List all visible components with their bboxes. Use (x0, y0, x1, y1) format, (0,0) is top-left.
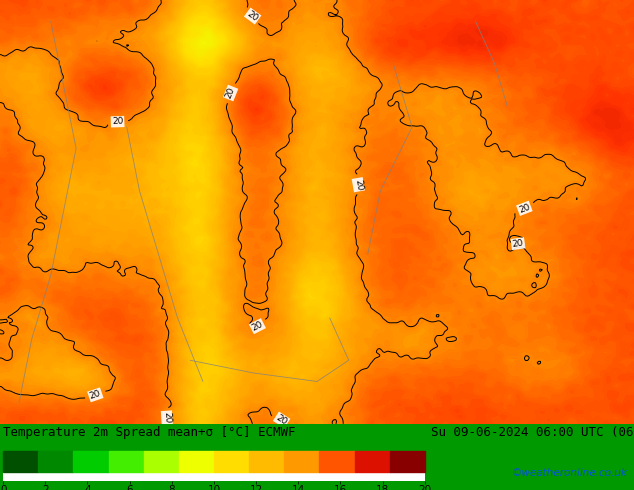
Text: 20: 20 (112, 117, 124, 126)
Bar (214, 451, 249, 472)
Text: 20: 20 (512, 239, 524, 249)
Bar (284, 451, 320, 472)
Text: 20: 20 (89, 389, 102, 401)
Text: 20: 20 (517, 202, 531, 215)
Bar (108, 451, 144, 472)
Text: 20: 20 (353, 178, 364, 191)
Text: Su 09-06-2024 06:00 UTC (06+144): Su 09-06-2024 06:00 UTC (06+144) (431, 426, 634, 439)
Bar (354, 451, 390, 472)
Text: 20: 20 (162, 412, 172, 423)
Text: 20: 20 (275, 413, 289, 427)
Text: Temperature 2m Spread mean+σ [°C] ECMWF: Temperature 2m Spread mean+σ [°C] ECMWF (3, 426, 295, 439)
Bar (38, 451, 74, 472)
Text: 20: 20 (245, 9, 260, 23)
Bar (390, 451, 425, 472)
Bar (144, 451, 179, 472)
Bar (3, 451, 38, 472)
Text: 20: 20 (224, 86, 237, 100)
Bar (74, 451, 108, 472)
Bar (249, 451, 284, 472)
Bar (320, 451, 354, 472)
Text: ©weatheronline.co.uk: ©weatheronline.co.uk (512, 468, 628, 478)
Bar (179, 451, 214, 472)
Text: 20: 20 (250, 319, 264, 333)
